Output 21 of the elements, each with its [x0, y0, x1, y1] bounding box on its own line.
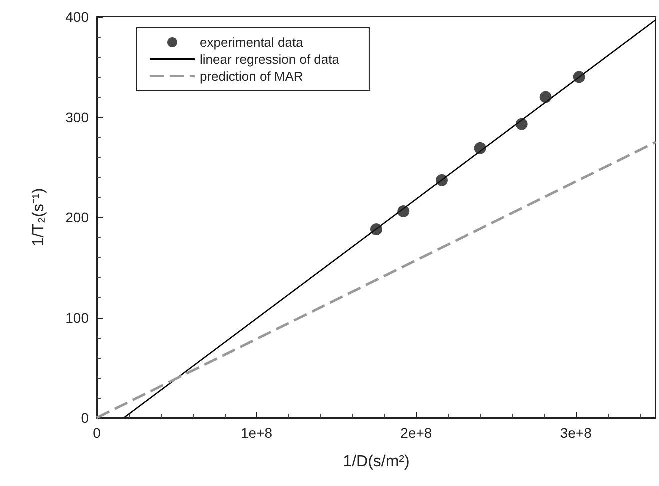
legend-label: linear regression of data	[200, 52, 340, 67]
point	[436, 174, 448, 186]
point	[540, 91, 552, 104]
legend-label: experimental data	[200, 35, 304, 50]
point	[474, 142, 486, 154]
point	[516, 118, 528, 130]
y-tick-label: 100	[66, 310, 90, 326]
x-tick-label: 0	[93, 425, 102, 441]
x-axis-title: 1/D(s/m²)	[343, 454, 410, 470]
point	[398, 205, 410, 218]
y-tick-label: 0	[81, 410, 90, 426]
y-tick-label: 300	[66, 109, 90, 126]
x-tick-label: 1e+8	[240, 425, 273, 441]
point	[370, 224, 382, 236]
x-tick-label: 2e+8	[400, 425, 432, 441]
x-tick-label: 3e+8	[560, 425, 592, 441]
y-axis-title: 1/T₂(s⁻¹)	[30, 188, 48, 247]
y-tick-label: 400	[66, 9, 90, 25]
y-tick-label: 200	[66, 210, 90, 226]
point	[573, 71, 586, 84]
legend-label: prediction of MAR	[200, 69, 304, 84]
